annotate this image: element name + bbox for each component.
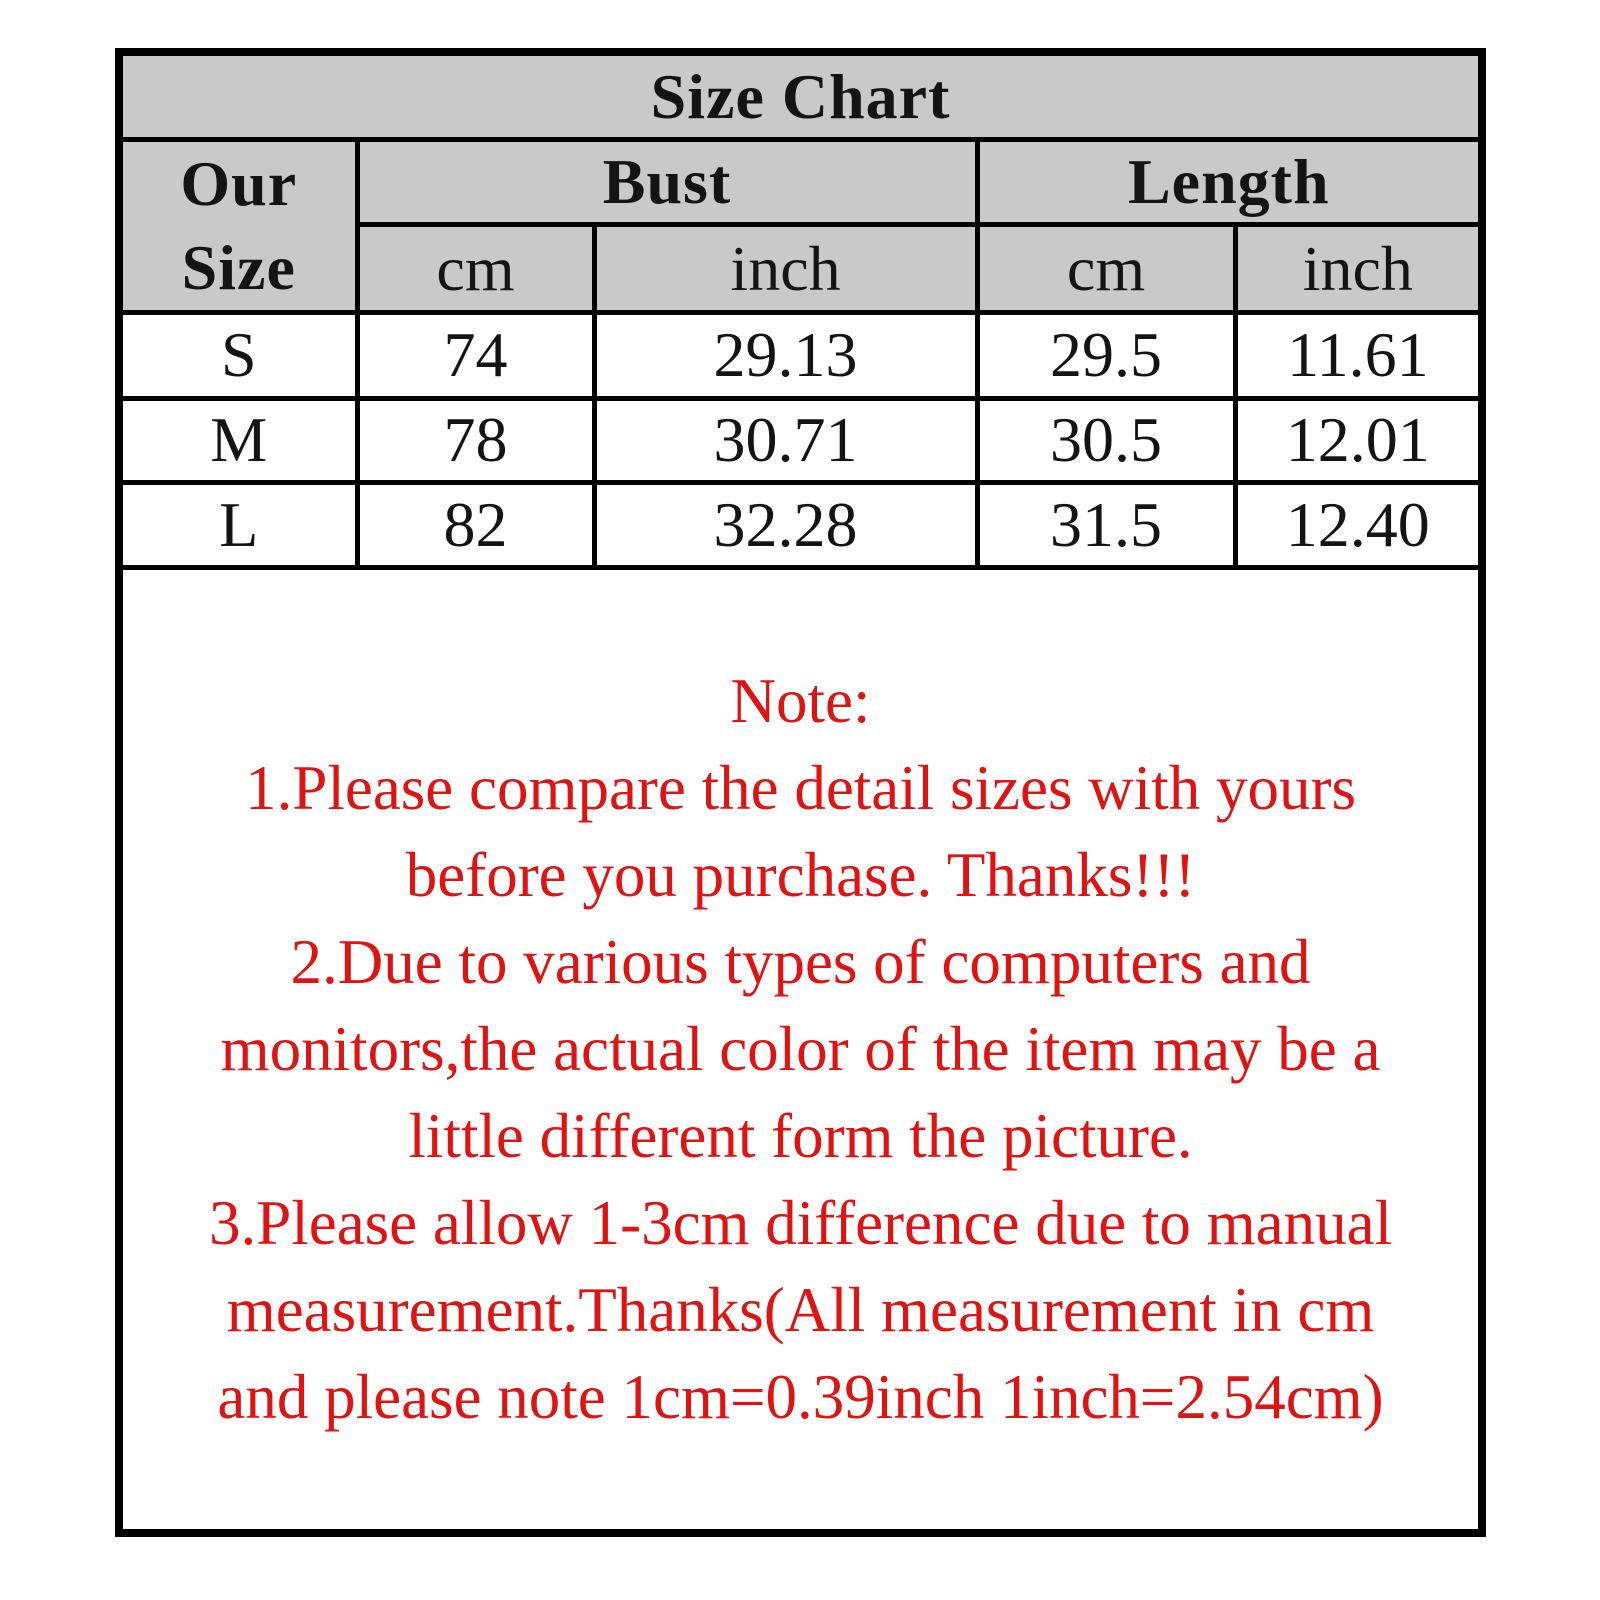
table-row-s: S 74 29.13 29.5 11.61 <box>116 309 1485 401</box>
size-cell: L <box>116 479 360 570</box>
note-line-7: measurement.Thanks(All measurement in cm <box>226 1274 1375 1345</box>
size-chart-title: Size Chart <box>116 49 1485 142</box>
note-row: Note: 1.Please compare the detail sizes … <box>116 564 1485 1536</box>
note-line-3: 2.Due to various types of computers and <box>290 926 1311 997</box>
length-cm-cell: 31.5 <box>974 479 1238 570</box>
unit-length-cm: cm <box>974 221 1238 315</box>
size-cell: M <box>116 395 360 485</box>
length-inch-cell: 12.01 <box>1232 395 1485 485</box>
title-row: Size Chart <box>116 49 1485 142</box>
length-inch-cell: 12.40 <box>1232 479 1485 570</box>
bust-cm-cell: 74 <box>354 309 597 401</box>
table-row-l: L 82 32.28 31.5 12.40 <box>116 479 1485 570</box>
length-inch-cell: 11.61 <box>1232 309 1485 401</box>
our-size-line-1: Our <box>180 147 298 219</box>
bust-cm-cell: 78 <box>354 395 597 485</box>
note-line-2: before you purchase. Thanks!!! <box>405 839 1196 910</box>
header-unit-row: cm inch cm inch <box>119 221 1485 315</box>
column-header-bust: Bust <box>354 136 980 227</box>
header-group-row: Our Size Bust Length <box>116 136 1485 315</box>
unit-length-inch: inch <box>1232 221 1485 315</box>
note-line-5: little different form the picture. <box>408 1100 1193 1171</box>
bust-inch-cell: 30.71 <box>591 395 980 485</box>
our-size-line-2: Size <box>181 231 296 303</box>
note-line-8: and please note 1cm=0.39inch 1inch=2.54c… <box>217 1361 1384 1432</box>
note-line-1: 1.Please compare the detail sizes with y… <box>245 752 1356 823</box>
unit-bust-inch: inch <box>591 221 980 315</box>
note-heading: Note: <box>730 665 871 736</box>
column-header-length: Length <box>974 136 1485 227</box>
bust-inch-cell: 29.13 <box>591 309 980 401</box>
note-line-4: monitors,the actual color of the item ma… <box>220 1013 1381 1084</box>
bust-inch-cell: 32.28 <box>591 479 980 570</box>
note-section: Note: 1.Please compare the detail sizes … <box>116 564 1485 1536</box>
bust-cm-cell: 82 <box>354 479 597 570</box>
size-cell: S <box>116 309 360 401</box>
length-cm-cell: 29.5 <box>974 309 1238 401</box>
table-row-m: M 78 30.71 30.5 12.01 <box>116 395 1485 485</box>
unit-bust-cm: cm <box>354 221 597 315</box>
note-line-6: 3.Please allow 1-3cm difference due to m… <box>208 1187 1393 1258</box>
size-chart-table: Size Chart Our Size Bust Length cm inch … <box>115 48 1487 1537</box>
length-cm-cell: 30.5 <box>974 395 1238 485</box>
column-header-our-size: Our Size <box>116 136 360 315</box>
